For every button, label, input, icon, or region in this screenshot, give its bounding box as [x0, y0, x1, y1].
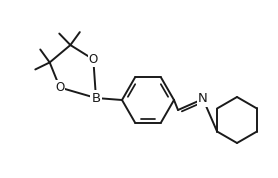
Text: O: O — [55, 81, 64, 94]
Text: O: O — [89, 53, 98, 66]
Text: N: N — [198, 93, 208, 106]
Text: B: B — [91, 91, 101, 104]
